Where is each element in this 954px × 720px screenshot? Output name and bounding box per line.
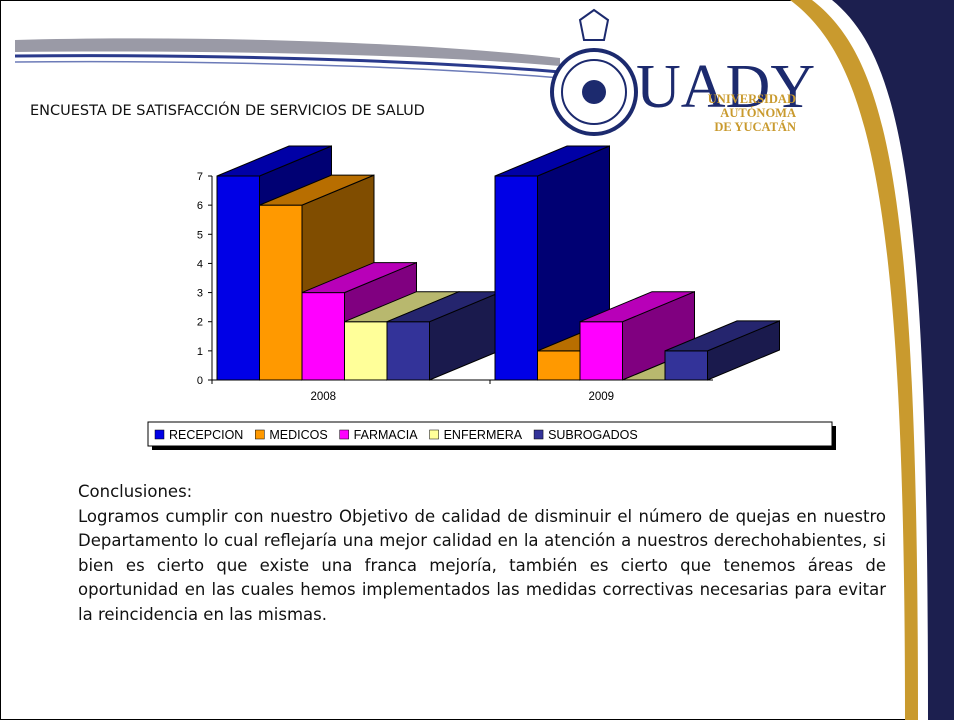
bar-top	[216, 145, 332, 177]
bar	[664, 320, 780, 381]
logo-name: UADY	[636, 53, 815, 121]
legend-swatch	[339, 429, 349, 440]
bar	[494, 145, 610, 381]
bar-front	[579, 321, 623, 381]
conclusions-text: Logramos cumplir con nuestro Objetivo de…	[78, 506, 886, 624]
bar-front	[344, 321, 388, 381]
emblem	[550, 8, 638, 136]
bar-top	[579, 291, 695, 323]
legend-label: FARMACIA	[354, 428, 419, 442]
logo-line: UNIVERSIDAD	[708, 92, 796, 106]
x-tick-label: 2009	[588, 391, 614, 403]
legend-swatch	[154, 429, 165, 440]
bar-top	[259, 174, 375, 206]
swoosh-line	[14, 60, 561, 79]
swoosh	[15, 38, 560, 66]
y-tick-label: 4	[197, 258, 203, 270]
logo-line: DE YUCATÁN	[714, 120, 796, 134]
bar-front	[216, 175, 260, 381]
legend-label: ENFERMERA	[444, 428, 523, 442]
bar-top	[301, 262, 417, 294]
y-tick-label: 3	[197, 288, 203, 300]
legend-label: MEDICOS	[269, 428, 327, 442]
y-tick-label: 0	[197, 375, 203, 387]
legend-label: SUBROGADOS	[548, 428, 638, 442]
x-tick-label: 2008	[310, 391, 336, 403]
y-tick-label: 6	[197, 200, 203, 212]
bar-front	[537, 350, 581, 381]
bar-top	[664, 320, 780, 352]
swoosh-line	[14, 54, 561, 74]
slide-title: ENCUESTA DE SATISFACCIÓN DE SERVICIOS DE…	[30, 101, 425, 119]
logo-line: AUTÓNOMA	[720, 106, 796, 120]
y-tick-label: 2	[197, 317, 203, 329]
conclusions-heading: Conclusiones:	[78, 482, 193, 501]
bar-top	[494, 145, 610, 177]
bar-front	[386, 321, 430, 381]
bar-front	[494, 175, 538, 381]
conclusions: Conclusiones: Logramos cumplir con nuest…	[78, 480, 886, 627]
bar-front	[301, 292, 345, 381]
legend-swatch	[533, 429, 544, 440]
y-tick-label: 7	[197, 171, 203, 183]
legend-swatch	[429, 429, 439, 440]
legend-label: RECEPCION	[169, 428, 243, 442]
navy-band	[832, 0, 954, 720]
y-tick-label: 1	[197, 346, 203, 358]
bar-front	[664, 350, 708, 381]
bar-front	[259, 204, 303, 381]
y-tick-label: 5	[197, 229, 203, 241]
bar	[386, 290, 502, 381]
legend-swatch	[255, 429, 265, 440]
